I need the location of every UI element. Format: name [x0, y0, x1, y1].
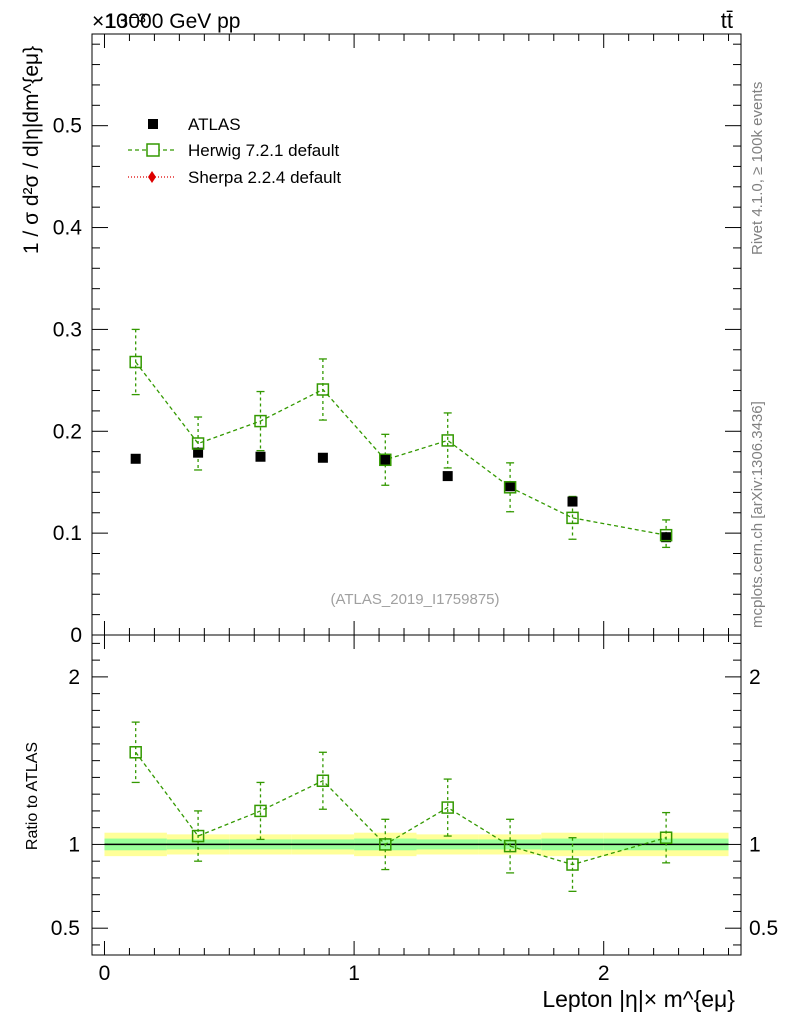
rivet-label: Rivet 4.1.0, ≥ 100k events [749, 82, 766, 255]
y-tick-label: 0.1 [53, 522, 82, 545]
mcplots-label: mcplots.cern.ch [arXiv:1306.3436] [749, 401, 766, 628]
herwig-ratio-point [441, 801, 454, 814]
herwig-ratio-point [379, 838, 392, 851]
header-right-title: tt̄ [721, 8, 733, 33]
atlas-data-point [130, 453, 141, 464]
x-tick-label: 0 [99, 962, 111, 985]
herwig-data-point [503, 481, 517, 494]
analysis-watermark: (ATLAS_2019_I1759875) [330, 591, 499, 608]
herwig-data-point [316, 383, 330, 396]
herwig-ratio-point [316, 774, 330, 788]
herwig-data-point [379, 453, 392, 467]
y-tick-label: 0.2 [53, 420, 82, 443]
herwig-ratio-point [129, 746, 142, 759]
herwig-series-line [135, 361, 667, 536]
y-tick-label: 2 [68, 666, 80, 689]
atlas-data-point [505, 481, 516, 492]
atlas-data-point [380, 454, 391, 465]
y-tick-label: 0 [70, 624, 82, 647]
herwig-data-point [566, 511, 579, 525]
y-tick-label-right: 1 [749, 833, 761, 856]
herwig-ratio-point [191, 829, 205, 843]
x-tick-label: 1 [348, 962, 360, 985]
y-tick-label: 0.5 [53, 115, 82, 138]
ratio-ylabel: Ratio to ATLAS [24, 742, 41, 850]
atlas-data-point [567, 496, 578, 507]
herwig-data-point [191, 437, 205, 450]
legend-atlas-marker [148, 119, 158, 129]
main-ylabel-text: 1 / σ d²σ / d|η|dm^{eμ} [20, 46, 43, 254]
herwig-data-point [659, 528, 673, 542]
header-left-title: 13000 GeV pp [105, 10, 240, 33]
legend-sherpa-marker [148, 171, 156, 183]
atlas-data-point [193, 447, 204, 458]
herwig-data-point [441, 434, 454, 447]
y-tick-label-right: 0.5 [749, 917, 778, 940]
herwig-ratio-point [659, 831, 673, 844]
ratio-panel: 0 1 2 0.5 0.5 1 1 2 2 [51, 634, 778, 985]
y-tick-label: 1 [68, 833, 80, 856]
herwig-ratio-point [503, 839, 517, 853]
legend-sherpa-label: Sherpa 2.2.4 default [188, 168, 341, 187]
ratio-frame [91, 634, 742, 956]
atlas-data-point [661, 532, 672, 543]
y-tick-label: 0.4 [53, 217, 83, 240]
legend: ATLAS Herwig 7.2.1 default Sherpa 2.2.4 de… [128, 115, 341, 187]
atlas-data-point [255, 451, 266, 462]
legend-herwig-label: Herwig 7.2.1 default [188, 141, 339, 160]
y-tick-label: 0.3 [53, 318, 82, 341]
y-tick-label-right: 2 [749, 666, 761, 689]
main-ylabel: 1 / σ d²σ / d|η|dm^{eμ} [20, 46, 43, 254]
herwig-data-point [129, 355, 142, 369]
legend-herwig-marker [146, 143, 160, 157]
y-tick-label: 0.5 [51, 917, 80, 940]
atlas-data-point [317, 452, 328, 463]
herwig-data-point [254, 414, 267, 428]
exponent-label: ×10⁻³ [92, 10, 146, 33]
ratio-xlabel: Lepton |η|× m^{eμ} [542, 986, 735, 1012]
x-tick-label: 2 [598, 962, 610, 985]
legend-atlas-label: ATLAS [188, 115, 241, 134]
herwig-ratio-point [254, 804, 267, 818]
main-panel: 0.1 0.2 0.3 0.4 0.5 0 [53, 33, 742, 647]
herwig-ratio-point [566, 858, 579, 871]
atlas-data-point [442, 471, 453, 482]
